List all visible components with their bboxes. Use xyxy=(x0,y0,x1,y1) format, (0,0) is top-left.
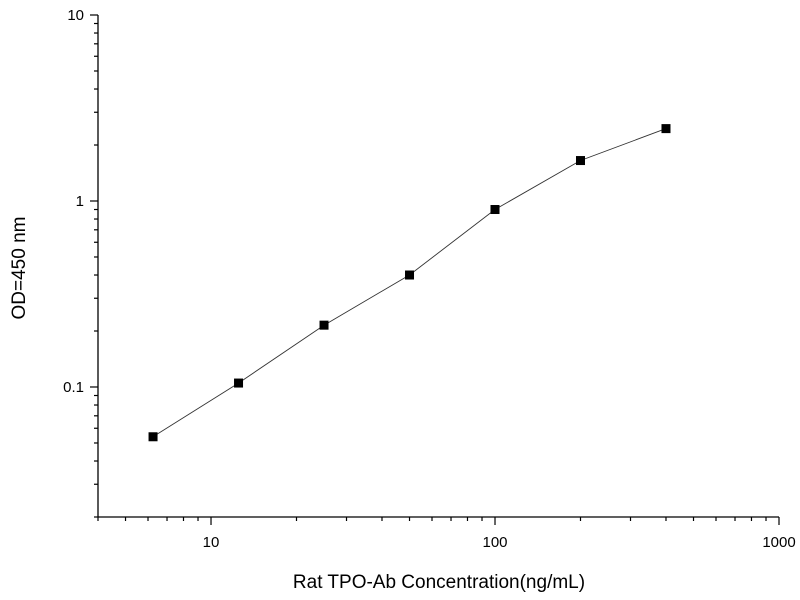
x-axis-title: Rat TPO-Ab Concentration(ng/mL) xyxy=(293,572,585,593)
axes xyxy=(97,15,779,518)
x-tick-label: 1000 xyxy=(762,534,795,551)
series-line xyxy=(152,128,667,438)
x-axis-ticks: 10 100 1000 xyxy=(97,517,796,551)
data-point xyxy=(319,320,329,330)
y-tick-label: 1 xyxy=(76,193,84,210)
data-point xyxy=(405,270,415,280)
y-tick-label: 10 xyxy=(67,7,84,24)
y-axis-title: OD=450 nm xyxy=(9,217,30,320)
data-point xyxy=(575,156,585,166)
x-tick-label: 100 xyxy=(482,534,507,551)
data-point xyxy=(148,432,158,442)
data-point xyxy=(490,205,500,215)
y-axis-ticks: 0.1 1 10 xyxy=(63,7,98,518)
series-group xyxy=(148,124,671,442)
y-tick-label: 0.1 xyxy=(63,379,84,396)
x-tick-label: 10 xyxy=(203,534,220,551)
data-point xyxy=(661,124,671,134)
data-point xyxy=(234,378,244,388)
